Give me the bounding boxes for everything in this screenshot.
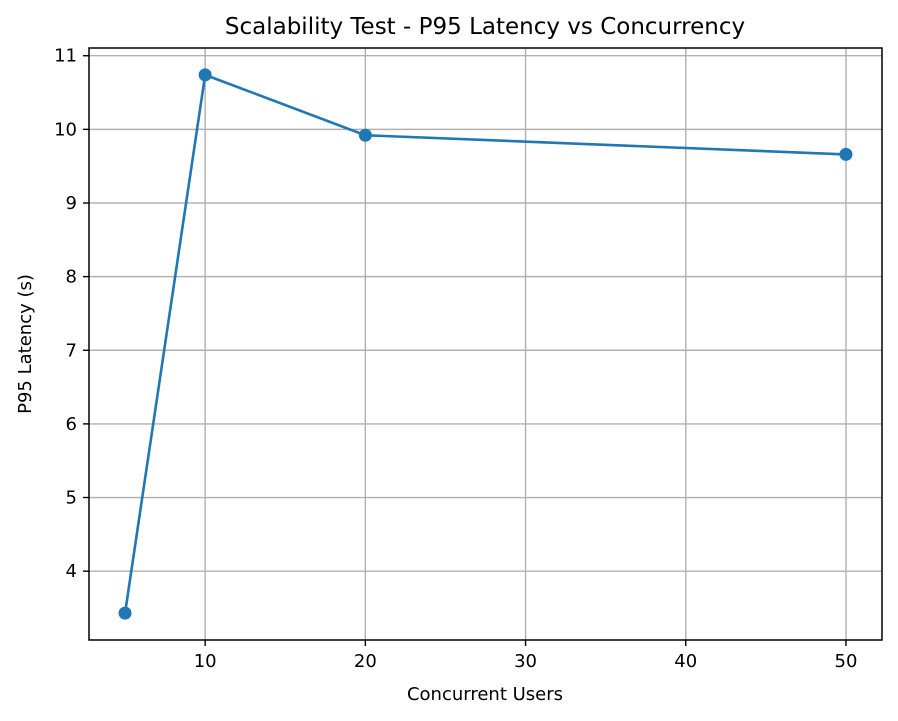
y-tick-label: 5 <box>66 488 77 509</box>
y-tick-label: 10 <box>54 119 77 140</box>
data-point <box>358 128 372 142</box>
series-marker-layer <box>118 68 853 620</box>
data-point <box>839 147 853 161</box>
x-tick-label: 10 <box>194 651 217 672</box>
y-tick-label: 9 <box>66 193 77 214</box>
data-point <box>118 606 132 620</box>
grid <box>89 48 882 640</box>
x-axis: 10 20 30 40 50 <box>194 640 858 672</box>
series-line-layer <box>123 73 847 614</box>
y-tick-label: 6 <box>66 414 77 435</box>
y-tick-label: 11 <box>54 46 77 67</box>
y-tick-label: 4 <box>66 561 77 582</box>
y-axis-label: P95 Latency (s) <box>15 274 36 414</box>
y-tick-label: 8 <box>66 267 77 288</box>
data-point <box>198 68 212 82</box>
y-tick-label: 7 <box>66 340 77 361</box>
x-tick-label: 50 <box>835 651 858 672</box>
series-line <box>123 73 847 614</box>
x-tick-label: 20 <box>354 651 377 672</box>
chart-title: Scalability Test - P95 Latency vs Concur… <box>225 14 745 40</box>
plot-frame <box>88 47 883 641</box>
x-axis-label: Concurrent Users <box>407 684 563 705</box>
x-tick-label: 30 <box>514 651 537 672</box>
y-axis: 4 5 6 7 8 9 10 11 <box>54 46 89 582</box>
x-tick-label: 40 <box>674 651 697 672</box>
